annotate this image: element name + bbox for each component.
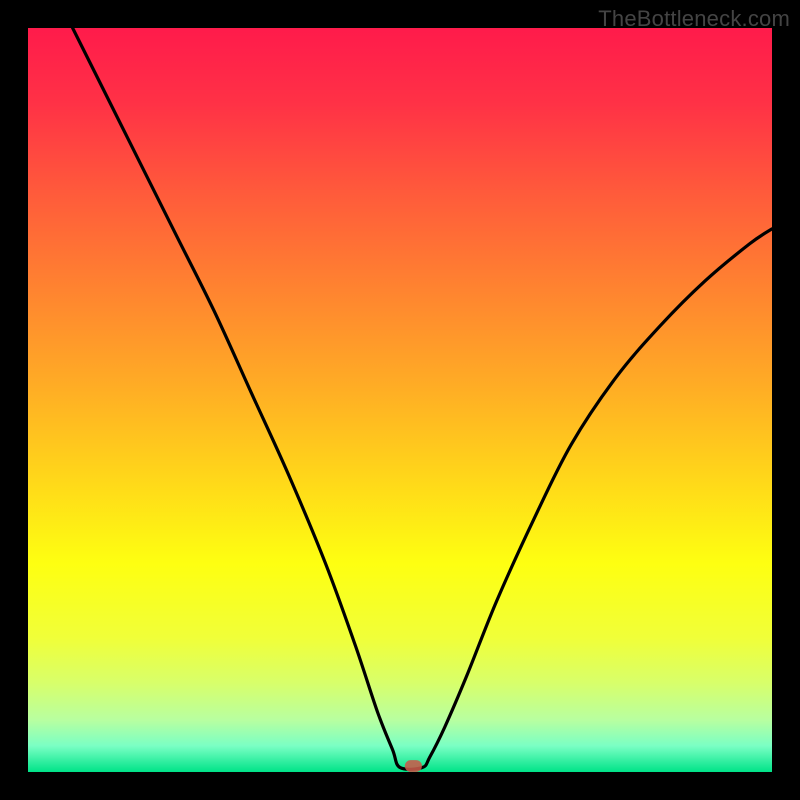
optimal-marker xyxy=(405,760,422,772)
watermark-text: TheBottleneck.com xyxy=(598,6,790,32)
plot-background xyxy=(28,28,772,772)
chart-container: TheBottleneck.com xyxy=(0,0,800,800)
bottleneck-chart xyxy=(0,0,800,800)
